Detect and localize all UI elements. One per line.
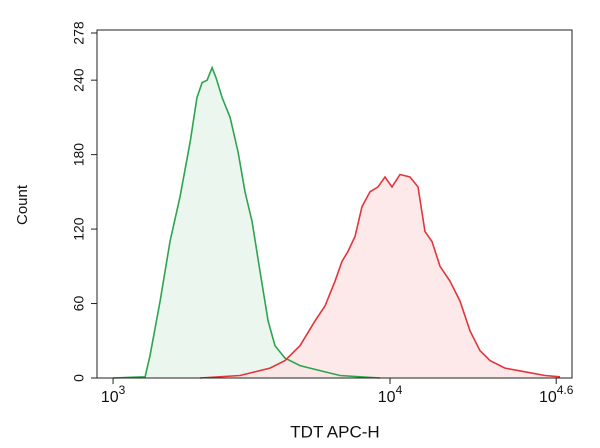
y-tick-label: 180 (71, 143, 87, 167)
y-axis-label: Count (14, 184, 31, 225)
y-tick-label: 240 (71, 68, 87, 92)
x-tick-base: 10 (378, 389, 396, 406)
histogram-line (113, 65, 381, 379)
y-tick-label: 278 (71, 21, 87, 45)
y-tick-label: 120 (71, 217, 87, 241)
x-tick-label: 103 (101, 383, 126, 406)
x-tick-label: 104 (378, 383, 403, 406)
histogram-line (199, 173, 561, 379)
plot-frame (96, 29, 573, 379)
area-fill (113, 67, 380, 378)
x-tick-label: 104.6 (539, 383, 574, 406)
x-axis-label: TDT APC-H (290, 422, 379, 441)
y-tick-label: 0 (71, 374, 87, 382)
y-tick-label: 60 (71, 296, 87, 312)
x-tick-exponent: 3 (119, 383, 126, 397)
x-tick-exponent: 4 (396, 383, 403, 397)
x-tick-exponent: 4.6 (557, 383, 574, 397)
x-tick-base: 10 (101, 389, 119, 406)
area-fill (200, 174, 560, 378)
x-tick-base: 10 (539, 389, 557, 406)
